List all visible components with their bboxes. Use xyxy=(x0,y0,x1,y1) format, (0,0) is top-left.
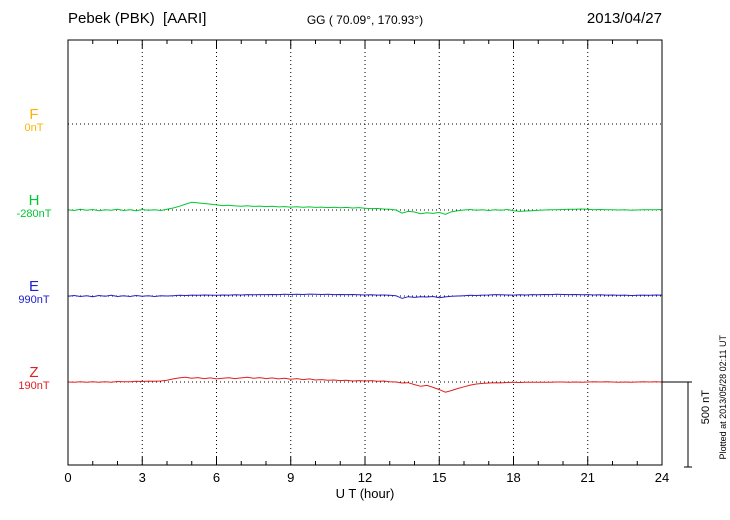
trace-z xyxy=(67,376,663,393)
svg-text:9: 9 xyxy=(287,470,294,485)
trace-label-h: H -280nT xyxy=(6,193,62,220)
svg-text:18: 18 xyxy=(506,470,520,485)
component-letter-e: E xyxy=(28,278,39,295)
plot-grid xyxy=(68,40,662,465)
x-axis-title: U T (hour) xyxy=(335,486,395,501)
x-tick-labels: 0 3 6 9 12 15 18 21 24 xyxy=(64,470,669,485)
trace-e xyxy=(67,293,663,299)
svg-text:3: 3 xyxy=(139,470,146,485)
svg-text:15: 15 xyxy=(432,470,446,485)
geographic-coordinates: GG ( 70.09°, 170.93°) xyxy=(306,13,424,27)
scale-bar xyxy=(662,381,692,468)
plot-date: 2013/04/27 xyxy=(586,10,662,27)
svg-text:21: 21 xyxy=(581,470,595,485)
component-letter-f: F xyxy=(29,106,39,123)
svg-text:12: 12 xyxy=(358,470,372,485)
baseline-value-z: 190nT xyxy=(18,379,50,392)
trace-label-f: F 0nT xyxy=(6,107,62,134)
plotted-timestamp-note: Plotted at 2013/05/28 02:11 UT xyxy=(718,335,728,460)
scalebar-label: 500 nT xyxy=(700,390,712,425)
trace-label-z: Z 190nT xyxy=(6,365,62,392)
baseline-value-f: 0nT xyxy=(24,121,44,134)
trace-label-e: E 990nT xyxy=(6,279,62,306)
svg-text:0: 0 xyxy=(64,470,71,485)
trace-h xyxy=(67,201,663,215)
station-title: Pebek (PBK) [AARI] xyxy=(68,10,207,27)
baseline-value-e: 990nT xyxy=(18,293,50,306)
svg-text:6: 6 xyxy=(213,470,220,485)
component-letter-z: Z xyxy=(29,364,39,381)
plot-border xyxy=(67,39,663,466)
baseline-value-h: -280nT xyxy=(16,207,52,220)
component-letter-h: H xyxy=(28,192,40,209)
svg-text:24: 24 xyxy=(655,470,669,485)
